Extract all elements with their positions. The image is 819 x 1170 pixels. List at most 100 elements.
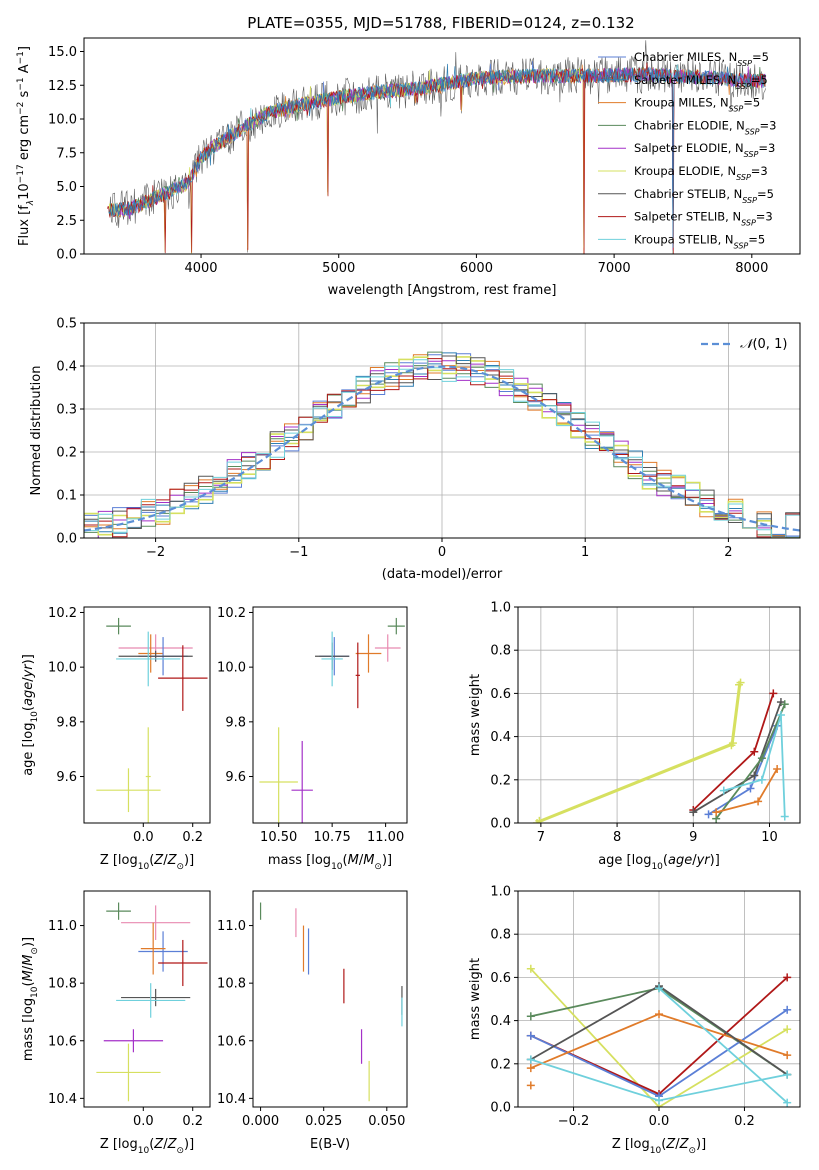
histogram-step: [84, 358, 800, 538]
x-tick-label: 8: [613, 830, 621, 845]
x-tick-label: 0.050: [368, 1114, 405, 1129]
plot-area: [526, 964, 792, 1107]
x-axis-label: (data-model)/error: [382, 567, 503, 582]
x-axis-label: Z [log10(Z/Z⊙)]: [100, 853, 194, 872]
legend-label: Salpeter MILES, NSSP=5: [634, 73, 768, 91]
x-axis-label: mass [log10(M/M⊙)]: [268, 853, 392, 872]
panel-age_vs_Z: 0.0 0.2 9.6 9.8 10.0 10.2 Z [log10(Z/Z⊙)] age […: [21, 606, 211, 872]
weight-line: [723, 714, 786, 817]
y-axis-label: mass weight: [468, 674, 483, 756]
axes-frame: [517, 606, 801, 824]
y-tick-label: 0.6: [490, 687, 511, 702]
x-tick-label: 10.50: [260, 830, 297, 845]
panel-residuals: −2 −1 0 1 2 0.0 0.1 0.2 0.3 0.4 0.5 𝒩(0, 1) (data-mo…: [29, 317, 801, 582]
axes-frame: [252, 606, 408, 824]
panel-weight_vs_age: 7 8 9 10 0.0 0.2 0.4 0.6 0.8 1.0 age [log10(age/yr…: [468, 601, 801, 872]
y-tick-label: 0.6: [490, 971, 511, 986]
x-tick-label: −0.2: [558, 1114, 590, 1129]
x-tick-label: 11.00: [367, 830, 404, 845]
y-tick-label: 9.6: [56, 770, 77, 785]
y-tick-label: 10.4: [48, 1092, 77, 1107]
plot-area: [96, 617, 208, 823]
plot-area: [259, 902, 403, 1102]
y-tick-label: 15.0: [48, 45, 77, 60]
weight-line: [530, 968, 788, 1107]
y-tick-label: 0.5: [56, 317, 77, 332]
weight-line: [658, 987, 788, 1104]
y-axis-label: mass weight: [468, 958, 483, 1040]
panel-mass_vs_Z: 0.0 0.2 10.4 10.6 10.8 11.0 Z [log10(Z/Z⊙)] mas…: [21, 890, 211, 1156]
x-tick-label: 8000: [735, 261, 768, 276]
y-tick-label: 9.8: [56, 715, 77, 730]
x-axis-label: Z [log10(Z/Z⊙)]: [100, 1137, 194, 1156]
axes-frame: [83, 37, 801, 255]
y-tick-label: 10.8: [48, 977, 77, 992]
y-tick-label: 0.2: [490, 773, 511, 788]
y-tick-label: 10.2: [217, 606, 246, 621]
x-tick-label: 10: [761, 830, 778, 845]
y-tick-label: 0.0: [490, 1101, 511, 1116]
legend-label: 𝒩(0, 1): [740, 337, 787, 352]
normal-curve: [84, 365, 800, 532]
panel-spectrum: 4000 5000 6000 7000 8000 0.0 2.5 5.0 7.5 10.0 12.5…: [16, 37, 801, 298]
y-tick-label: 10.2: [48, 606, 77, 621]
histogram-step: [84, 359, 800, 538]
legend-label: Chabrier ELODIE, NSSP=3: [634, 118, 776, 136]
y-tick-label: 0.1: [56, 489, 77, 504]
x-tick-label: 4000: [184, 261, 217, 276]
x-tick-label: −2: [146, 545, 165, 560]
y-tick-label: 10.8: [217, 977, 246, 992]
axes-frame: [517, 890, 801, 1108]
legend-label: Kroupa STELIB, NSSP=5: [634, 232, 765, 250]
y-tick-label: 10.4: [217, 1092, 246, 1107]
x-tick-label: 0.025: [305, 1114, 342, 1129]
y-tick-label: 10.0: [48, 661, 77, 676]
figure-title: PLATE=0355, MJD=51788, FIBERID=0124, z=0…: [247, 14, 634, 32]
y-tick-label: 9.8: [225, 715, 246, 730]
legend-label: Salpeter ELODIE, NSSP=3: [634, 141, 775, 159]
x-axis-label: E(B-V): [310, 1137, 350, 1152]
x-axis-label: wavelength [Angstrom, rest frame]: [328, 283, 557, 298]
axes-frame: [252, 890, 408, 1108]
x-tick-label: 2: [724, 545, 732, 560]
x-tick-label: 5000: [322, 261, 355, 276]
y-tick-label: 0.4: [56, 360, 77, 375]
y-tick-label: 10.0: [217, 661, 246, 676]
plot-area: [259, 617, 405, 823]
y-tick-label: 2.5: [56, 214, 77, 229]
y-axis-label: Normed distribution: [29, 366, 44, 496]
y-tick-label: 7.5: [56, 146, 77, 161]
y-tick-label: 11.0: [217, 919, 246, 934]
y-tick-label: 0.2: [56, 446, 77, 461]
legend-label: Kroupa ELODIE, NSSP=3: [634, 164, 768, 182]
axes-frame: [83, 890, 211, 1108]
y-tick-label: 10.6: [48, 1034, 77, 1049]
x-tick-label: 0.000: [242, 1114, 279, 1129]
x-tick-label: 0.0: [649, 1114, 670, 1129]
plots-layer: 4000 5000 6000 7000 80000.02.55.07.510.012.5…: [16, 37, 801, 1156]
y-tick-label: 9.6: [225, 770, 246, 785]
panel-weight_vs_Z: −0.2 0.0 0.2 0.0 0.2 0.4 0.6 0.8 1.0 Z [log10(Z/Z…: [468, 885, 801, 1156]
legend-label: Salpeter STELIB, NSSP=3: [634, 210, 773, 228]
y-tick-label: 0.2: [490, 1057, 511, 1072]
y-axis-label: age [log10(age/yr)]: [21, 654, 40, 776]
x-tick-label: 7: [537, 830, 545, 845]
y-tick-label: 0.0: [56, 532, 77, 547]
x-tick-label: 1: [581, 545, 589, 560]
y-tick-label: 0.0: [56, 248, 77, 263]
x-tick-label: 0: [438, 545, 446, 560]
y-axis-label: Flux [fλ10−17 erg cm−2 s−1 A−1]: [16, 46, 36, 246]
legend-label: Chabrier STELIB, NSSP=5: [634, 187, 774, 205]
y-tick-label: 0.8: [490, 644, 511, 659]
x-tick-label: 7000: [598, 261, 631, 276]
y-tick-label: 0.8: [490, 928, 511, 943]
y-tick-label: 10.6: [217, 1034, 246, 1049]
y-tick-label: 10.0: [48, 113, 77, 128]
x-tick-label: 0.2: [734, 1114, 755, 1129]
y-tick-label: 0.4: [490, 730, 511, 745]
y-tick-label: 11.0: [48, 919, 77, 934]
plot-area: [84, 351, 800, 538]
x-tick-label: 0.0: [133, 1114, 154, 1129]
